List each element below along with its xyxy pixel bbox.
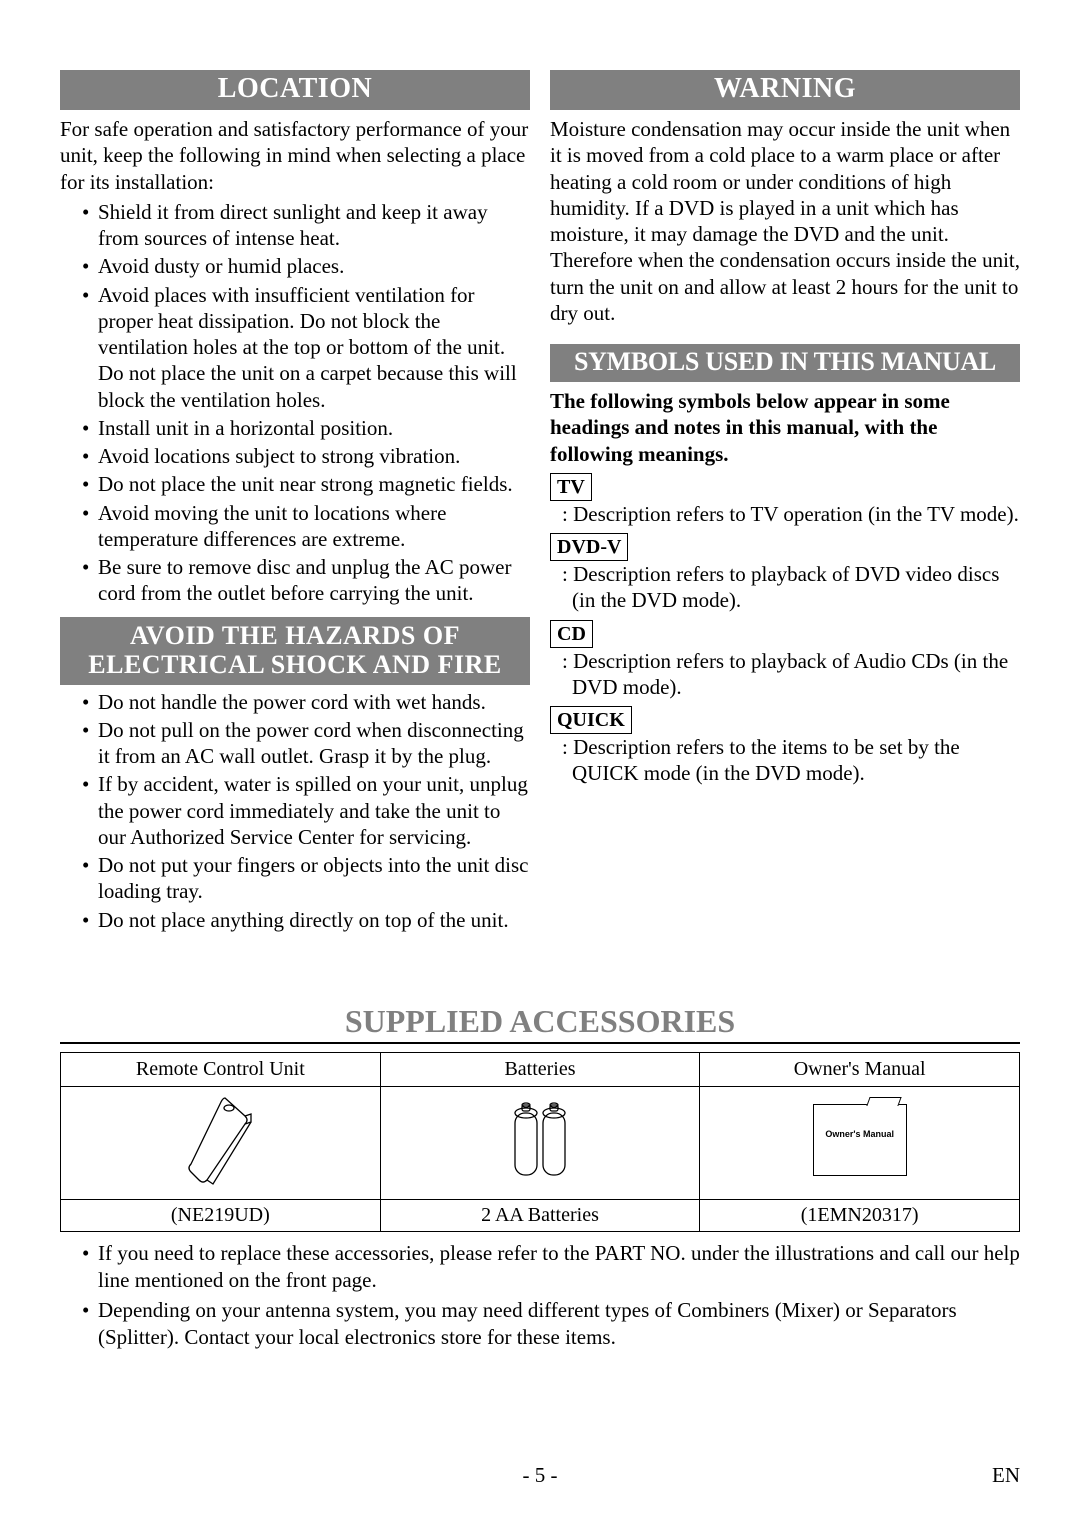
left-column: LOCATION For safe operation and satisfac… bbox=[60, 70, 530, 943]
list-item: If you need to replace these accessories… bbox=[82, 1240, 1020, 1295]
symbol-box: CD bbox=[550, 620, 593, 648]
list-item: Do not place the unit near strong magnet… bbox=[82, 471, 530, 497]
accessories-notes: If you need to replace these accessories… bbox=[60, 1240, 1020, 1351]
page-number: - 5 - bbox=[60, 1463, 1020, 1488]
symbol-desc: : Description refers to playback of Audi… bbox=[550, 648, 1020, 701]
manual-tab-icon bbox=[866, 1097, 901, 1106]
list-item: Do not put your fingers or objects into … bbox=[82, 852, 530, 905]
table-cell: Batteries bbox=[380, 1052, 700, 1086]
list-item: Avoid places with insufficient ventilati… bbox=[82, 282, 530, 413]
symbol-box: DVD-V bbox=[550, 533, 628, 561]
accessories-table: Remote Control Unit Batteries Owner's Ma… bbox=[60, 1052, 1020, 1232]
table-cell: Remote Control Unit bbox=[61, 1052, 381, 1086]
table-cell bbox=[61, 1086, 381, 1199]
symbol-entry-tv: TV : Description refers to TV operation … bbox=[550, 467, 1020, 527]
symbol-entry-quick: QUICK : Description refers to the items … bbox=[550, 700, 1020, 787]
language-code: EN bbox=[992, 1463, 1020, 1488]
manual-page: LOCATION For safe operation and satisfac… bbox=[0, 0, 1080, 1526]
list-item: Be sure to remove disc and unplug the AC… bbox=[82, 554, 530, 607]
remote-icon bbox=[185, 1094, 255, 1186]
table-cell: (NE219UD) bbox=[61, 1199, 381, 1231]
list-item: Avoid moving the unit to locations where… bbox=[82, 500, 530, 553]
symbol-desc: : Description refers to TV operation (in… bbox=[550, 501, 1020, 527]
symbol-box: QUICK bbox=[550, 706, 632, 734]
owners-manual-icon: Owner's Manual bbox=[813, 1104, 907, 1176]
page-footer: - 5 - EN bbox=[60, 1463, 1020, 1488]
symbol-desc: : Description refers to playback of DVD … bbox=[550, 561, 1020, 614]
table-cell: 2 AA Batteries bbox=[380, 1199, 700, 1231]
list-item: Avoid locations subject to strong vibrat… bbox=[82, 443, 530, 469]
table-row: Remote Control Unit Batteries Owner's Ma… bbox=[61, 1052, 1020, 1086]
hazards-heading-line2: ELECTRICAL SHOCK AND FIRE bbox=[88, 650, 501, 679]
symbols-intro: The following symbols below appear in so… bbox=[550, 388, 1020, 467]
table-row: (NE219UD) 2 AA Batteries (1EMN20317) bbox=[61, 1199, 1020, 1231]
table-cell: (1EMN20317) bbox=[700, 1199, 1020, 1231]
list-item: Do not handle the power cord with wet ha… bbox=[82, 689, 530, 715]
accessories-heading: SUPPLIED ACCESSORIES bbox=[60, 1003, 1020, 1044]
owners-manual-inner-text: Owner's Manual bbox=[814, 1129, 906, 1139]
hazards-heading: AVOID THE HAZARDS OF ELECTRICAL SHOCK AN… bbox=[60, 617, 530, 685]
spacer bbox=[550, 326, 1020, 344]
location-list: Shield it from direct sunlight and keep … bbox=[60, 199, 530, 607]
location-heading: LOCATION bbox=[60, 70, 530, 110]
batteries-icon bbox=[495, 1097, 585, 1183]
warning-heading: WARNING bbox=[550, 70, 1020, 110]
table-row: Owner's Manual bbox=[61, 1086, 1020, 1199]
table-cell: Owner's Manual bbox=[700, 1052, 1020, 1086]
symbol-box: TV bbox=[550, 473, 592, 501]
symbols-heading: SYMBOLS USED IN THIS MANUAL bbox=[550, 344, 1020, 382]
hazards-heading-line1: AVOID THE HAZARDS OF bbox=[130, 621, 460, 650]
symbol-entry-dvdv: DVD-V : Description refers to playback o… bbox=[550, 527, 1020, 614]
list-item: Do not pull on the power cord when disco… bbox=[82, 717, 530, 770]
right-column: WARNING Moisture condensation may occur … bbox=[550, 70, 1020, 943]
list-item: Do not place anything directly on top of… bbox=[82, 907, 530, 933]
location-intro: For safe operation and satisfactory perf… bbox=[60, 116, 530, 195]
list-item: Install unit in a horizontal position. bbox=[82, 415, 530, 441]
symbol-desc: : Description refers to the items to be … bbox=[550, 734, 1020, 787]
list-item: Shield it from direct sunlight and keep … bbox=[82, 199, 530, 252]
table-cell: Owner's Manual bbox=[700, 1086, 1020, 1199]
hazards-list: Do not handle the power cord with wet ha… bbox=[60, 689, 530, 933]
symbol-entry-cd: CD : Description refers to playback of A… bbox=[550, 614, 1020, 701]
list-item: Depending on your antenna system, you ma… bbox=[82, 1297, 1020, 1352]
list-item: Avoid dusty or humid places. bbox=[82, 253, 530, 279]
two-column-layout: LOCATION For safe operation and satisfac… bbox=[60, 70, 1020, 943]
list-item: If by accident, water is spilled on your… bbox=[82, 771, 530, 850]
warning-body: Moisture condensation may occur inside t… bbox=[550, 116, 1020, 326]
table-cell bbox=[380, 1086, 700, 1199]
